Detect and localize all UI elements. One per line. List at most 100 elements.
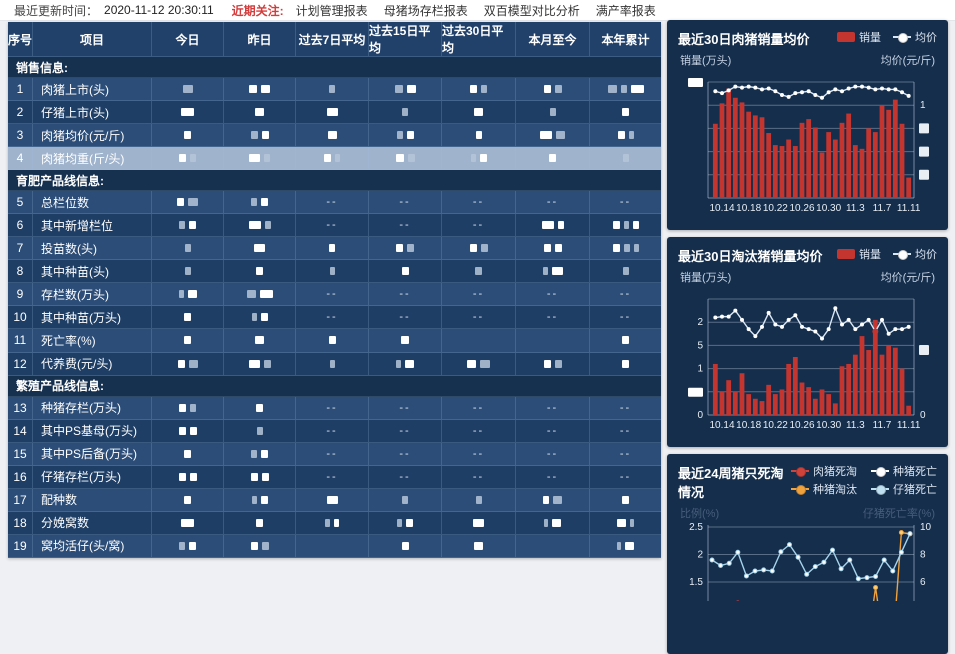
- row-item-label: 总栏位数: [33, 191, 152, 214]
- legend-item-均价[interactable]: 均价: [893, 246, 937, 262]
- line-point: [887, 332, 891, 336]
- topbar-link-4[interactable]: 满产率报表: [596, 2, 656, 19]
- table-cell: [296, 101, 369, 124]
- topbar-link-3[interactable]: 双百模型对比分析: [484, 2, 580, 19]
- series-point: [727, 561, 731, 565]
- redacted-value-block: [181, 519, 194, 527]
- redacted-value-block: [543, 496, 549, 504]
- bar-pig-sales-volume-price: [746, 112, 751, 198]
- bar-pig-sales-volume-price: [813, 127, 818, 198]
- table-cell: [296, 124, 369, 147]
- table-cell: --: [442, 283, 516, 306]
- legend-item-种猪死亡[interactable]: 种猪死亡: [871, 463, 937, 479]
- table-cell: [516, 147, 590, 170]
- table-cell: --: [369, 397, 442, 420]
- row-item-label: 肉猪上市(头): [33, 78, 152, 101]
- series-point: [874, 586, 878, 590]
- line-point: [753, 86, 757, 90]
- redacted-value-block: [476, 131, 482, 139]
- legend-item-肉猪死淘[interactable]: 肉猪死淘: [791, 463, 857, 479]
- table-cell: --: [442, 397, 516, 420]
- legend-item-仔猪死亡[interactable]: 仔猪死亡: [871, 481, 937, 497]
- line-point: [840, 89, 844, 93]
- table-cell: --: [369, 214, 442, 237]
- bar-cull-pig-volume-price: [853, 355, 858, 415]
- legend-item-销量[interactable]: 销量: [837, 246, 881, 262]
- right-tick-label: 8: [920, 550, 926, 561]
- row-item-label: 种猪存栏(万头): [33, 397, 152, 420]
- table-cell: [442, 147, 516, 170]
- table-cell: --: [590, 191, 661, 214]
- line-point: [760, 325, 764, 329]
- row-index: 6: [8, 214, 33, 237]
- bar-cull-pig-volume-price: [826, 394, 831, 415]
- redacted-value-block: [251, 473, 258, 481]
- legend-item-销量[interactable]: 销量: [837, 29, 881, 45]
- redacted-value-block: [255, 108, 264, 116]
- table-cell: [442, 260, 516, 283]
- legend-label: 种猪淘汰: [813, 481, 857, 497]
- redacted-value-block: [617, 542, 621, 550]
- line-point: [713, 89, 717, 93]
- series-point: [710, 558, 714, 562]
- series-point: [770, 569, 774, 573]
- redacted-value-block: [634, 244, 639, 252]
- bar-pig-sales-volume-price: [733, 98, 738, 198]
- redacted-value-block: [179, 427, 186, 435]
- left-axis-label: 比例(%): [680, 505, 719, 521]
- table-cell: [590, 237, 661, 260]
- bar-pig-sales-volume-price: [840, 123, 845, 198]
- bar-cull-pig-volume-price: [820, 389, 825, 415]
- row-index: 19: [8, 535, 33, 558]
- redacted-value-block: [618, 131, 625, 139]
- legend-item-均价[interactable]: 均价: [893, 29, 937, 45]
- redacted-value-block: [190, 427, 197, 435]
- bar-pig-sales-volume-price: [786, 140, 791, 198]
- row-item-label: 肉猪均重(斤/头): [33, 147, 152, 170]
- bar-pig-sales-volume-price: [880, 105, 885, 198]
- redacted-value-block: [544, 360, 551, 368]
- series-point: [865, 576, 869, 580]
- legend-item-种猪淘汰[interactable]: 种猪淘汰: [791, 481, 857, 497]
- bar-pig-sales-volume-price: [780, 146, 785, 198]
- series-point: [805, 572, 809, 576]
- table-cell: --: [296, 443, 369, 466]
- redacted-value-block: [189, 360, 198, 368]
- redacted-value-block: [251, 198, 257, 206]
- topbar-link-2[interactable]: 母猪场存栏报表: [384, 2, 468, 19]
- line-point: [747, 85, 751, 89]
- line-point: [800, 325, 804, 329]
- redacted-value-block: [558, 221, 564, 229]
- chart-title: 最近30日肉猪销量均价: [678, 29, 809, 48]
- table-cell: [590, 124, 661, 147]
- table-cell: --: [516, 191, 590, 214]
- row-item-label: 其中种苗(头): [33, 260, 152, 283]
- highlighted-point: [872, 328, 878, 334]
- table-cell: [369, 489, 442, 512]
- redacted-dash-value: --: [620, 196, 631, 208]
- row-index: 17: [8, 489, 33, 512]
- topbar-link-1[interactable]: 计划管理报表: [296, 2, 368, 19]
- table-cell: --: [516, 397, 590, 420]
- bar-cull-pig-volume-price: [880, 355, 885, 415]
